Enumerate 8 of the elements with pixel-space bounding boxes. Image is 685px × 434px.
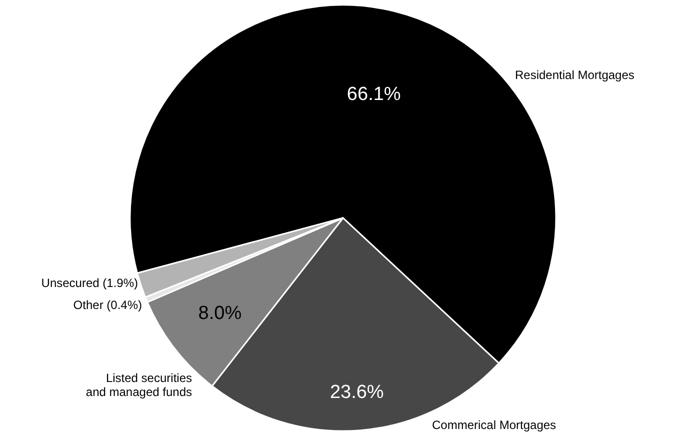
data-label: 8.0% <box>198 303 242 324</box>
slice-label: Residential Mortgages <box>515 68 634 82</box>
slice-label: Other (0.4%) <box>73 298 142 312</box>
slice-label: Unsecured (1.9%) <box>41 276 138 290</box>
slice-label: Commerical Mortgages <box>432 418 556 432</box>
data-label: 66.1% <box>346 84 401 105</box>
data-label: 23.6% <box>330 382 384 404</box>
slice-label: Listed securities and managed funds <box>86 371 192 399</box>
